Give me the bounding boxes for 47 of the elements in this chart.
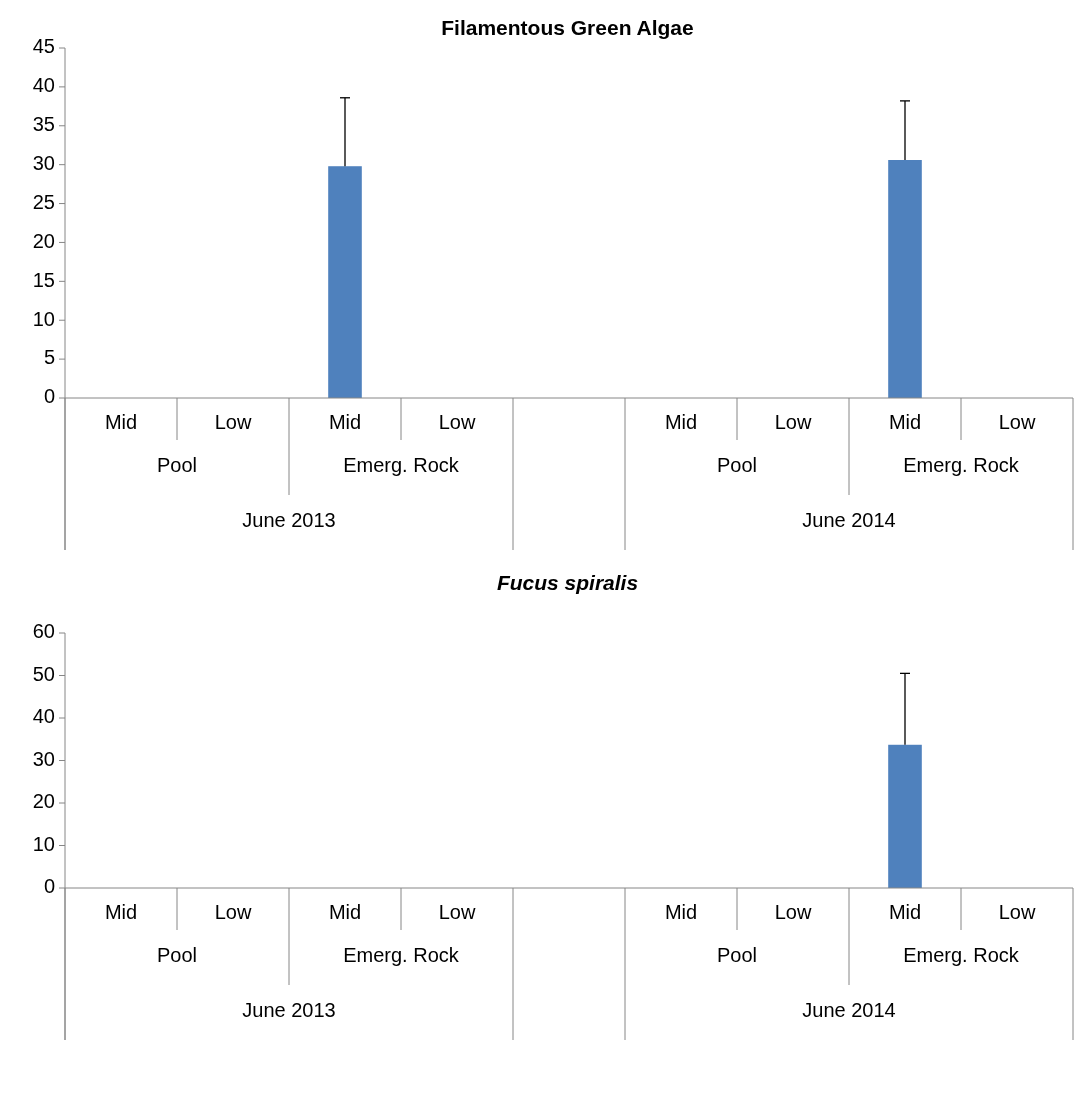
x-tick-label: Low: [998, 901, 1036, 924]
text: June 2013: [242, 999, 336, 1022]
x-tick-label: Low: [214, 411, 252, 434]
y-tick-label: 25: [32, 190, 55, 213]
x-tick-label: Mid: [664, 411, 698, 434]
y-tick-label: 60: [32, 620, 55, 643]
text: Pool: [156, 944, 198, 967]
y-tick-label: 30: [32, 151, 55, 174]
x-tick-label: Low: [774, 901, 812, 924]
text: June 2014: [802, 509, 896, 532]
x-tick-label: Mid: [328, 411, 362, 434]
x-tick-label: Low: [438, 411, 476, 434]
x-tick-label: Low: [998, 411, 1036, 434]
text: Emerg. Rock: [343, 944, 460, 967]
x-tick-label: Low: [774, 411, 812, 434]
text: Emerg. Rock: [903, 454, 1020, 477]
y-tick-label: 20: [32, 790, 55, 813]
x-tick-label: Low: [438, 901, 476, 924]
text: June 2013: [242, 509, 336, 532]
y-tick-label: 40: [32, 705, 55, 728]
y-tick-label: 15: [32, 268, 55, 291]
x-tick-label: Mid: [888, 411, 922, 434]
y-tick-label: 10: [32, 832, 55, 855]
y-tick-label: 35: [32, 113, 55, 136]
x-tick-label: Mid: [104, 901, 138, 924]
y-tick-label: 30: [32, 747, 55, 770]
text: Pool: [716, 454, 758, 477]
y-tick-label: 40: [32, 74, 55, 97]
x-tick-label: Mid: [104, 411, 138, 434]
text: Emerg. Rock: [903, 944, 1020, 967]
text: Pool: [156, 454, 198, 477]
x-tick-label: Mid: [888, 901, 922, 924]
text: Emerg. Rock: [343, 454, 460, 477]
x-tick-label: Mid: [328, 901, 362, 924]
y-tick-label: 0: [43, 385, 55, 408]
x-tick-label: Low: [214, 901, 252, 924]
y-tick-label: 45: [32, 35, 55, 58]
y-tick-label: 0: [43, 875, 55, 898]
x-tick-label: Mid: [664, 901, 698, 924]
chart-title: Filamentous Green Algae: [441, 16, 694, 39]
text: Pool: [716, 944, 758, 967]
y-tick-label: 5: [43, 346, 55, 369]
chart-title: Fucus spiralis: [496, 571, 639, 594]
y-tick-label: 20: [32, 229, 55, 252]
y-tick-label: 50: [32, 662, 55, 685]
text: June 2014: [802, 999, 896, 1022]
y-tick-label: 10: [32, 307, 55, 330]
